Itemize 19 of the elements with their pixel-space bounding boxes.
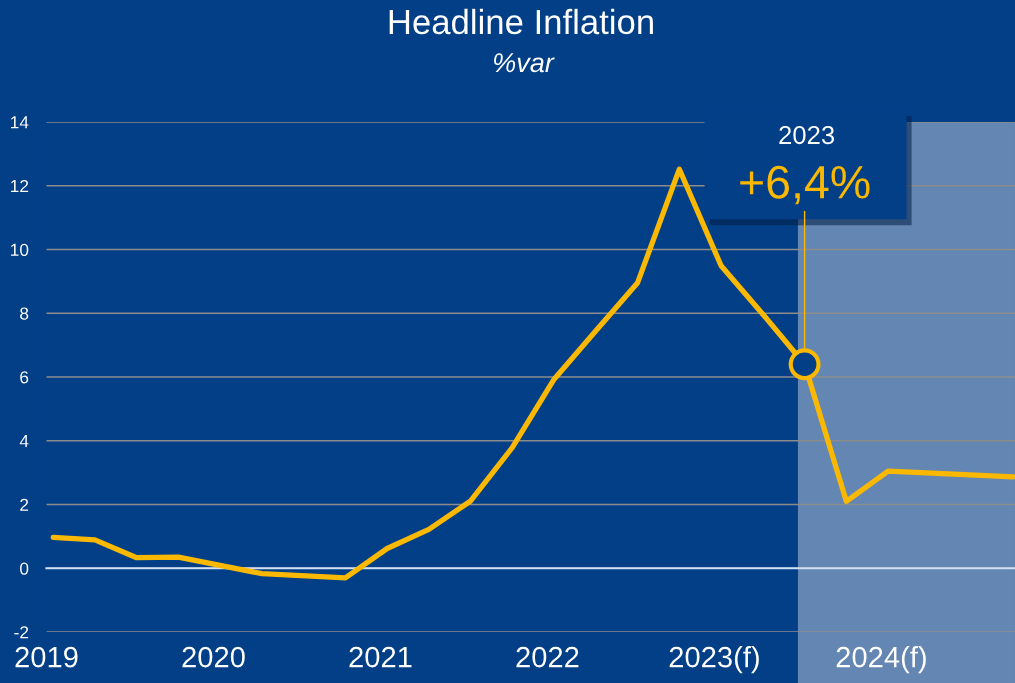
y-tick-label: 4 [19, 435, 29, 448]
y-tick-label: 2 [20, 498, 29, 511]
x-tick-label: 2021 [349, 646, 412, 668]
x-tick-label: 2023(f) [669, 646, 759, 674]
x-tick-label: 2019 [15, 646, 78, 668]
y-tick-label: 12 [11, 179, 29, 193]
chart-title: Headline Inflation [389, 8, 653, 35]
annotation: +6,4% [740, 165, 870, 205]
x-tick-label: 2022 [516, 646, 579, 668]
x-tick-label: 2024(f) [836, 646, 926, 674]
chart-subtitle: %var [494, 53, 555, 73]
y-tick-label: 10 [11, 243, 29, 256]
y-tick-label: 14 [11, 116, 29, 129]
y-tick-label: 6 [20, 371, 29, 384]
annotation: 2023 [779, 125, 835, 145]
x-tick-label: 2020 [182, 646, 245, 668]
y-tick-label: 8 [20, 307, 29, 320]
y-tick-label: 0 [20, 562, 29, 575]
y-tick-label: -2 [14, 626, 29, 639]
